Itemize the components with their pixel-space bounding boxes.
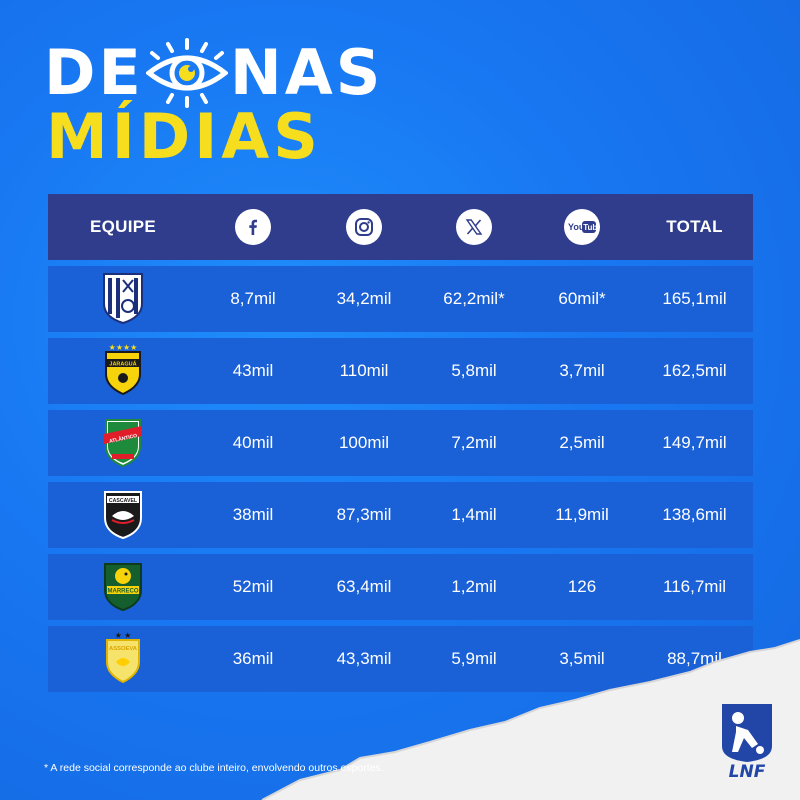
header-youtube: YouTube [528, 209, 636, 245]
team-logo-1-icon [103, 272, 143, 324]
x-value: 5,9mil [451, 649, 497, 668]
table-row: MARRECO 52mil 63,4mil 1,2mil 126 116,7mi… [48, 554, 753, 620]
instagram-value: 100mil [338, 433, 390, 452]
total-value: 162,5mil [662, 361, 727, 380]
title-text-de: DE [44, 36, 144, 109]
header-instagram [308, 209, 420, 245]
facebook-value: 38mil [232, 505, 274, 524]
title-line-1: DE NAS [44, 38, 383, 108]
facebook-value: 40mil [232, 433, 274, 452]
table-row: ★ ★ ASSOEVA 36mil 43,3mil 5,9mil 3,5mil … [48, 626, 753, 692]
atlantico-logo-icon: ATLÂNTICO [104, 418, 142, 467]
svg-text:You: You [568, 222, 584, 232]
footnote: * A rede social corresponde ao clube int… [44, 762, 384, 774]
stats-table: EQUIPE YouTube TOTAL [48, 194, 753, 692]
instagram-value: 87,3mil [336, 505, 392, 524]
x-value: 1,2mil [451, 577, 497, 596]
youtube-value: 3,5mil [559, 649, 605, 668]
facebook-value: 52mil [232, 577, 274, 596]
lnf-logo-icon [722, 704, 772, 762]
youtube-icon: YouTube [564, 209, 600, 245]
x-value: 5,8mil [451, 361, 497, 380]
team-logo-cell: ★★★★ JARAGUÁ [48, 342, 198, 401]
table-header: EQUIPE YouTube TOTAL [48, 194, 753, 260]
total-value: 88,7mil [667, 649, 722, 668]
table-row: CASCAVEL 38mil 87,3mil 1,4mil 11,9mil 13… [48, 482, 753, 548]
youtube-value: 126 [567, 577, 597, 596]
facebook-value: 8,7mil [230, 289, 276, 308]
table-row: ★★★★ JARAGUÁ 43mil 110mil 5,8mil 3,7mil … [48, 338, 753, 404]
header-x [420, 209, 528, 245]
facebook-value: 43mil [232, 361, 274, 380]
x-value: 7,2mil [451, 433, 497, 452]
instagram-value: 34,2mil [336, 289, 392, 308]
facebook-value: 36mil [232, 649, 274, 668]
youtube-value: 11,9mil [555, 505, 609, 524]
total-value: 138,6mil [662, 505, 727, 524]
eye-icon [145, 38, 228, 108]
svg-text:MARRECO: MARRECO [108, 588, 139, 594]
table-row: ATLÂNTICO 40mil 100mil 7,2mil 2,5mil 149… [48, 410, 753, 476]
instagram-value: 43,3mil [336, 649, 392, 668]
team-logo-cell: ATLÂNTICO [48, 414, 198, 473]
team-logo-cell: CASCAVEL [48, 486, 198, 545]
facebook-icon [235, 209, 271, 245]
x-value: 62,2mil* [443, 289, 505, 308]
instagram-icon [346, 209, 382, 245]
cascavel-logo-icon: CASCAVEL [104, 490, 142, 539]
lnf-text: LNF [728, 762, 766, 782]
x-value: 1,4mil [451, 505, 497, 524]
total-value: 149,7mil [662, 433, 727, 452]
table-row: 8,7mil 34,2mil 62,2mil* 60mil* 165,1mil [48, 266, 753, 332]
total-value: 116,7mil [663, 577, 726, 596]
team-logo-cell: ★ ★ ASSOEVA [48, 630, 198, 689]
title-text-nas: NAS [229, 36, 384, 109]
assoeva-logo-icon: ★ ★ ASSOEVA [106, 631, 140, 683]
svg-text:★ ★: ★ ★ [115, 631, 132, 640]
youtube-value: 2,5mil [559, 433, 605, 452]
svg-text:CASCAVEL: CASCAVEL [109, 497, 138, 503]
svg-text:★★★★: ★★★★ [109, 343, 138, 352]
svg-text:ASSOEVA: ASSOEVA [109, 646, 138, 652]
team-logo-cell: MARRECO [48, 558, 198, 617]
x-icon [456, 209, 492, 245]
jaragua-logo-icon: ★★★★ JARAGUÁ [105, 343, 141, 395]
total-value: 165,1mil [662, 289, 727, 308]
team-logo-cell [48, 270, 198, 329]
title-line-2: MÍDIAS [46, 100, 322, 173]
header-total: TOTAL [666, 217, 723, 236]
youtube-value: 60mil* [558, 289, 606, 308]
header-facebook [198, 209, 308, 245]
header-team: EQUIPE [89, 217, 157, 236]
instagram-value: 110mil [339, 361, 389, 380]
marreco-logo-icon: MARRECO [104, 562, 142, 611]
svg-text:JARAGUÁ: JARAGUÁ [109, 360, 136, 367]
instagram-value: 63,4mil [336, 577, 392, 596]
youtube-value: 3,7mil [559, 361, 605, 380]
svg-text:Tube: Tube [583, 223, 597, 232]
